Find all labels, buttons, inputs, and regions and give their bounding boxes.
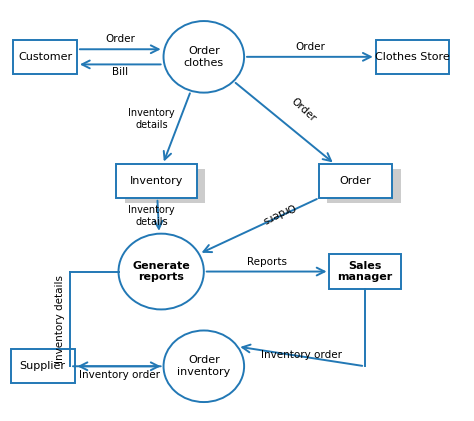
FancyBboxPatch shape xyxy=(319,164,392,198)
FancyBboxPatch shape xyxy=(125,169,205,203)
Circle shape xyxy=(164,21,244,93)
Text: Generate
reports: Generate reports xyxy=(132,261,190,282)
Circle shape xyxy=(118,234,204,309)
Text: Inventory order: Inventory order xyxy=(261,350,342,360)
Text: Order
inventory: Order inventory xyxy=(177,355,230,377)
Circle shape xyxy=(164,330,244,402)
FancyBboxPatch shape xyxy=(329,253,401,290)
FancyBboxPatch shape xyxy=(10,349,75,383)
Text: Order: Order xyxy=(340,176,371,186)
Text: Inventory order: Inventory order xyxy=(79,370,160,380)
FancyBboxPatch shape xyxy=(116,164,197,198)
Text: Orders: Orders xyxy=(260,201,296,226)
Text: Order: Order xyxy=(295,42,325,52)
Text: Order: Order xyxy=(105,34,135,44)
FancyBboxPatch shape xyxy=(327,169,401,203)
Text: Inventory
details: Inventory details xyxy=(128,205,175,226)
Text: Sales
manager: Sales manager xyxy=(337,261,392,282)
Text: Clothes Store: Clothes Store xyxy=(375,52,450,62)
Text: Inventory
details: Inventory details xyxy=(128,108,175,130)
Text: Supplier: Supplier xyxy=(19,361,66,371)
Text: Inventory details: Inventory details xyxy=(55,275,65,363)
Text: Bill: Bill xyxy=(112,67,128,77)
FancyBboxPatch shape xyxy=(375,40,449,74)
Text: Reports: Reports xyxy=(246,257,287,267)
Text: Customer: Customer xyxy=(18,52,72,62)
Text: Order
clothes: Order clothes xyxy=(184,46,224,68)
Text: Inventory: Inventory xyxy=(130,176,183,186)
FancyBboxPatch shape xyxy=(13,40,77,74)
Text: Order: Order xyxy=(289,96,318,124)
